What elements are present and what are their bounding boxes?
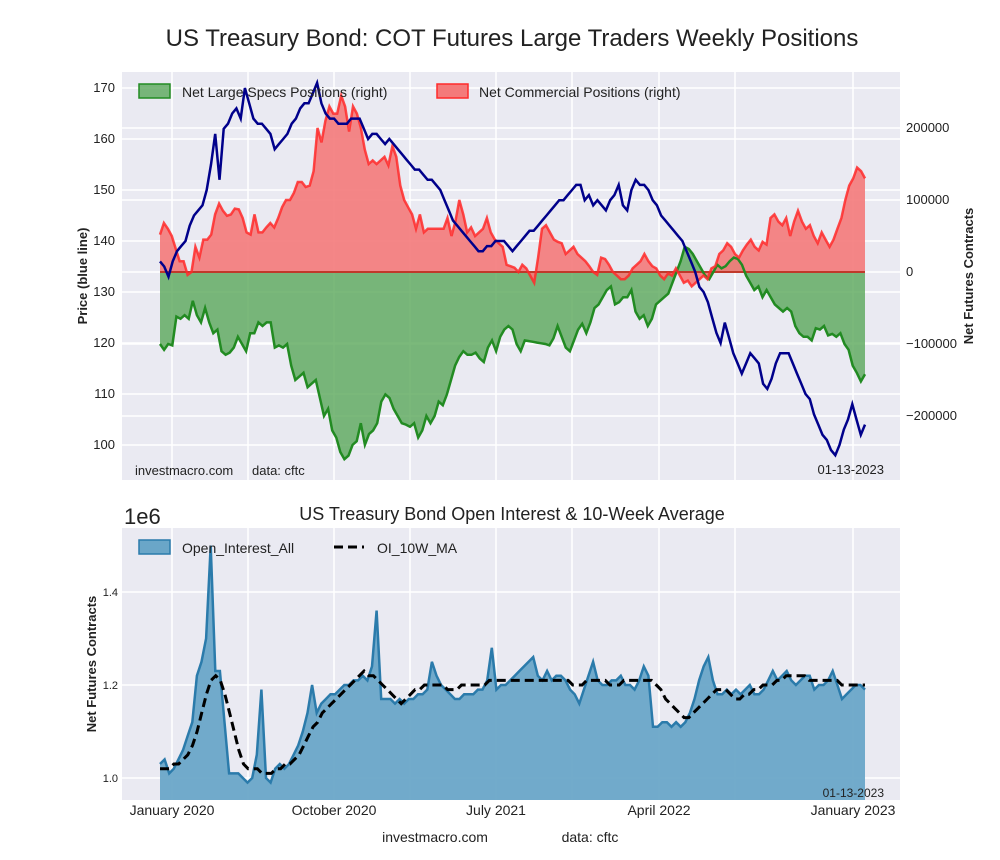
legend-swatch-open-interest (138, 539, 171, 555)
contracts-tick-label: −200000 (906, 408, 957, 423)
date-tick-label: July 2021 (466, 802, 526, 818)
open-interest-title: US Treasury Bond Open Interest & 10-Week… (299, 504, 725, 524)
price-line (159, 78, 867, 458)
date-tick-label: April 2022 (627, 802, 690, 818)
positions-areas (160, 95, 865, 460)
last-date-label-bottom: 01-13-2023 (823, 786, 885, 800)
commercial-area (160, 95, 865, 287)
legend-label-specs: Net Large Specs Positions (right) (182, 84, 387, 100)
open-interest-line (159, 545, 866, 785)
open-interest-tick-label: 1.4 (103, 587, 118, 599)
price-tick-label: 110 (94, 386, 115, 401)
last-date-label: 01-13-2023 (818, 462, 885, 477)
date-tick-label: January 2020 (130, 802, 215, 818)
price-axis-label: Price (blue line) (75, 228, 90, 325)
date-tick-label: October 2020 (292, 802, 377, 818)
watermark-data: data: cftc (252, 463, 305, 478)
date-axis-ticks: January 2020 October 2020 July 2021 April 2… (130, 802, 896, 818)
date-tick-label: January 2023 (811, 802, 896, 818)
contracts-tick-label: 100000 (906, 192, 949, 207)
price-axis-ticks: 100 110 120 130 140 150 160 170 (93, 80, 115, 452)
footer-site: investmacro.com (382, 829, 488, 845)
open-interest-tick-label: 1.2 (103, 680, 118, 692)
price-tick-label: 100 (93, 437, 115, 452)
price-tick-label: 140 (93, 233, 115, 248)
specs-line (158, 244, 867, 462)
legend-label-open-interest: Open_Interest_All (182, 540, 294, 556)
positions-chart: 100 110 120 130 140 150 160 170 −200000 −100000 0… (75, 72, 976, 480)
legend-swatch-commercial (436, 83, 469, 99)
main-title: US Treasury Bond: COT Futures Large Trad… (166, 25, 859, 52)
open-interest-axis-label: Net Futures Contracts (84, 596, 99, 733)
footer-data: data: cftc (562, 829, 619, 845)
open-interest-lines (159, 545, 866, 785)
legend-label-commercial: Net Commercial Positions (right) (479, 84, 681, 100)
specs-area (160, 246, 865, 460)
commercial-line (158, 91, 867, 289)
price-tick-label: 150 (93, 182, 115, 197)
open-interest-legend: Open_Interest_All OI_10W_MA (138, 539, 458, 556)
legend-swatch-specs (138, 83, 171, 99)
watermark-site: investmacro.com (135, 463, 233, 478)
open-interest-tick-label: 1.0 (103, 773, 118, 785)
contracts-tick-label: 0 (906, 264, 913, 279)
contracts-tick-label: 200000 (906, 120, 949, 135)
contracts-axis-label: Net Futures Contracts (961, 208, 976, 345)
open-interest-axis-ticks: 1.0 1.2 1.4 (103, 587, 118, 785)
moving-average-line (160, 668, 865, 775)
open-interest-area (160, 545, 865, 800)
positions-legend: Net Large Specs Positions (right) Net Co… (138, 83, 681, 100)
price-tick-label: 130 (93, 284, 115, 299)
contracts-axis-ticks: −200000 −100000 0 100000 200000 (906, 120, 957, 423)
price-tick-label: 120 (93, 335, 115, 350)
open-interest-chart: US Treasury Bond Open Interest & 10-Week… (84, 504, 900, 818)
price-tick-label: 160 (93, 131, 115, 146)
open-interest-areas (160, 545, 865, 800)
legend-label-moving-average: OI_10W_MA (377, 540, 458, 556)
contracts-tick-label: −100000 (906, 336, 957, 351)
price-tick-label: 170 (93, 80, 115, 95)
positions-lines (158, 78, 867, 462)
offset-label: 1e6 (124, 504, 161, 529)
